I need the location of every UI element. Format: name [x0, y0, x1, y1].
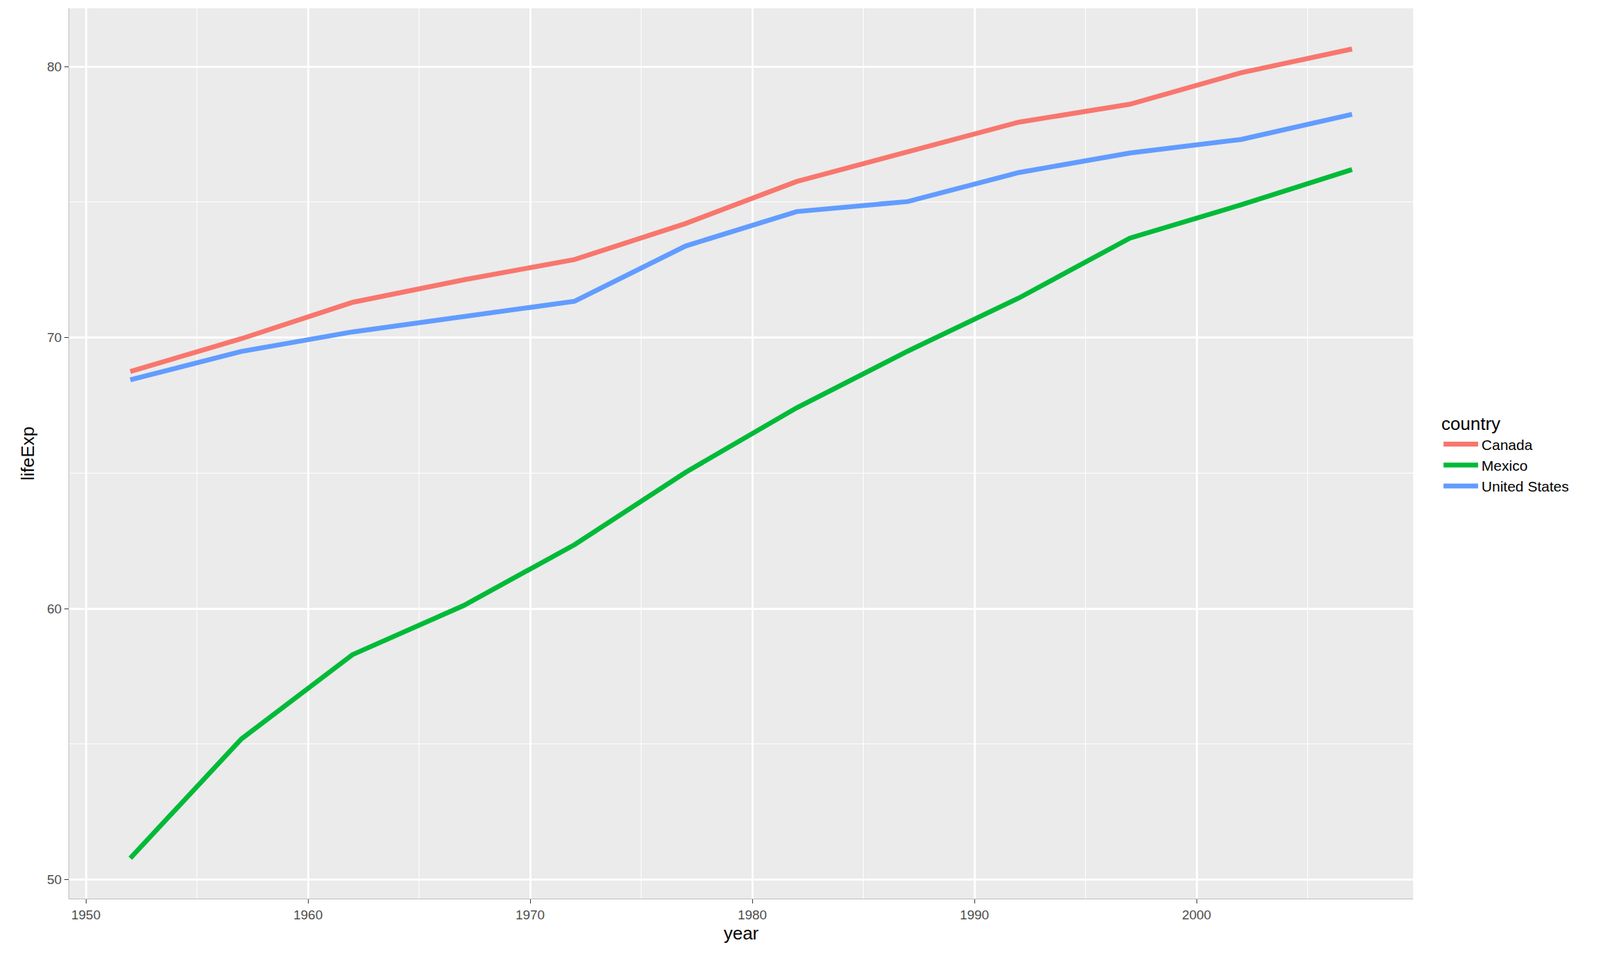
- svg-text:1990: 1990: [959, 907, 989, 922]
- svg-text:country: country: [1441, 413, 1501, 434]
- svg-text:1950: 1950: [71, 907, 101, 922]
- svg-text:Canada: Canada: [1481, 436, 1533, 453]
- svg-text:Mexico: Mexico: [1481, 457, 1529, 474]
- svg-text:50: 50: [47, 871, 62, 887]
- svg-text:80: 80: [47, 59, 62, 75]
- svg-text:2000: 2000: [1182, 907, 1212, 922]
- svg-text:60: 60: [47, 601, 62, 616]
- svg-text:70: 70: [47, 330, 62, 345]
- svg-text:year: year: [723, 922, 760, 944]
- svg-text:lifeExp: lifeExp: [17, 426, 39, 481]
- svg-text:1980: 1980: [737, 907, 767, 922]
- svg-text:1970: 1970: [515, 907, 545, 922]
- svg-text:United States: United States: [1481, 478, 1569, 495]
- svg-text:1960: 1960: [293, 907, 323, 922]
